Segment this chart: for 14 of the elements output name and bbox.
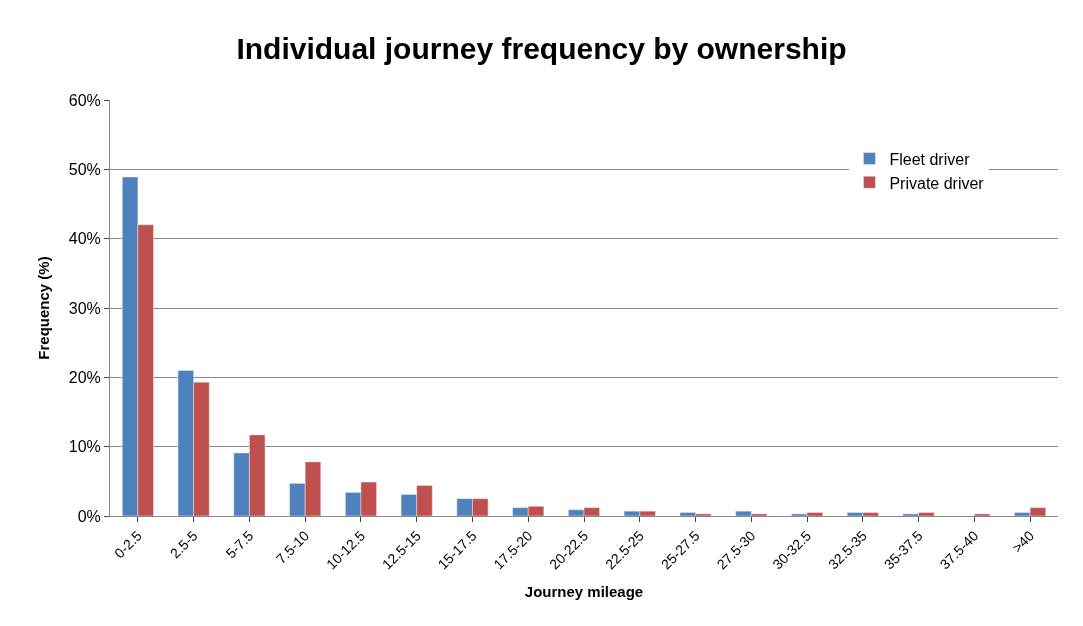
legend-label: Private driver <box>889 174 985 192</box>
y-tick-label: 30% <box>68 299 101 317</box>
y-tick-label: 10% <box>68 438 101 456</box>
x-axis-title: Journey mileage <box>524 583 644 601</box>
y-axis-title: Frequency (%) <box>35 256 53 360</box>
y-tick-label: 60% <box>68 91 101 109</box>
y-tick-label: 50% <box>68 160 101 178</box>
x-tick-label: >40 <box>1009 527 1038 556</box>
y-tick-label: 0% <box>77 507 101 525</box>
legend-label: Fleet driver <box>889 150 971 168</box>
y-tick-label: 40% <box>68 230 101 248</box>
chart-title: Individual journey frequency by ownership <box>236 31 847 65</box>
y-tick-label: 20% <box>68 368 101 386</box>
bar <box>974 513 991 516</box>
